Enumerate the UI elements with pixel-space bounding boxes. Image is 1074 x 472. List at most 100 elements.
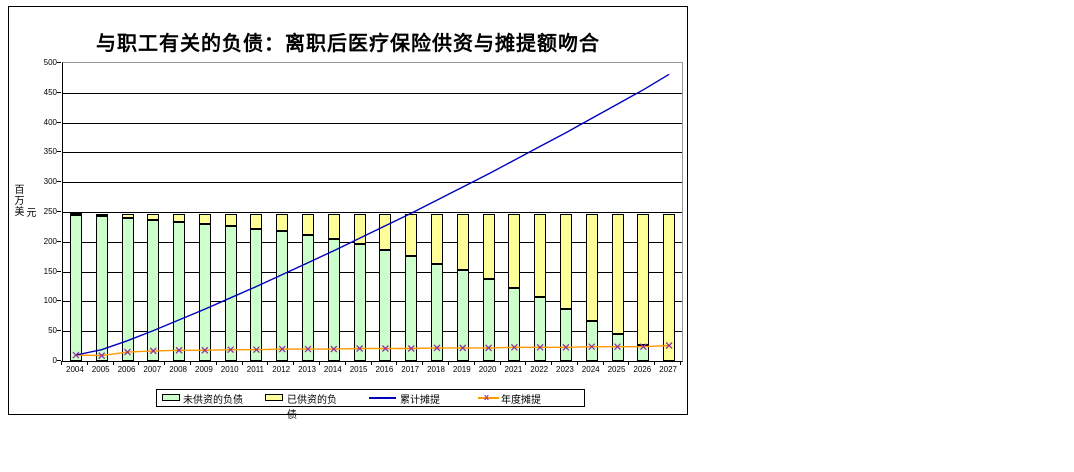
bar-segment-funded <box>379 213 392 251</box>
x-tick-label: 2012 <box>272 365 291 374</box>
x-tick-label: 2023 <box>556 365 574 374</box>
y-tick-label: 400 <box>43 117 57 127</box>
y-tick-label: 100 <box>43 296 57 306</box>
bar-segment-unfunded <box>379 250 392 361</box>
y-tick <box>57 91 61 93</box>
annual-marker-x-icon <box>278 345 286 353</box>
annual-marker-x-icon <box>124 348 131 356</box>
bar-segment-funded <box>534 213 547 298</box>
x-tick-label: 2026 <box>633 365 652 374</box>
legend-line-annual <box>478 397 499 399</box>
gridline <box>63 92 682 94</box>
x-tick <box>422 361 424 365</box>
bar-segment-unfunded <box>327 239 340 361</box>
annual-marker-x-icon <box>149 347 157 355</box>
x-tick-label: 2011 <box>246 365 264 374</box>
bar-segment-funded <box>327 213 340 240</box>
bar-segment-funded <box>302 213 314 236</box>
x-tick-label: 2007 <box>143 365 162 374</box>
bar-segment-unfunded <box>69 215 82 361</box>
bar-segment-funded <box>611 213 624 334</box>
y-tick <box>57 181 61 183</box>
x-tick-label: 2018 <box>427 365 445 374</box>
y-tick-label: 50 <box>48 326 57 336</box>
y-axis-title: 百万美 <box>14 185 25 218</box>
bar-segment-unfunded <box>198 223 211 361</box>
bar-segment-funded <box>250 213 263 229</box>
x-tick <box>370 361 372 365</box>
annual-marker-x-icon <box>98 352 106 360</box>
bar-segment-funded <box>224 213 237 226</box>
y-tick-label: 200 <box>43 236 57 246</box>
y-axis-title-wrap: 元 <box>26 208 37 219</box>
annual-marker-x-icon <box>510 343 518 351</box>
x-tick <box>215 361 217 365</box>
annual-marker-x-icon <box>175 346 183 354</box>
y-tick <box>57 360 61 361</box>
x-tick <box>267 361 269 365</box>
annual-marker-x-icon <box>536 343 544 351</box>
legend-swatch-funded <box>265 394 283 401</box>
bar-segment-unfunded <box>224 225 237 361</box>
annual-marker-x-icon <box>304 345 312 353</box>
annual-marker-x-icon <box>639 343 647 351</box>
x-tick <box>293 361 295 365</box>
x-tick-label: 2020 <box>478 365 497 374</box>
annual-marker-x-icon <box>665 342 673 349</box>
legend-label-funded-wrap: 债 <box>287 410 297 421</box>
x-tick <box>680 361 681 365</box>
gridline <box>63 241 682 243</box>
x-tick <box>447 361 449 365</box>
bar-segment-funded <box>173 213 186 223</box>
x-tick <box>190 361 191 365</box>
bar-segment-funded <box>508 213 521 288</box>
x-tick <box>499 361 501 365</box>
annual-marker-x-icon <box>407 345 415 352</box>
legend-marker-x-icon: x <box>484 392 490 402</box>
legend-label-cumulative: 累计摊提 <box>400 395 440 406</box>
bar-segment-funded <box>198 213 211 224</box>
y-tick <box>57 151 61 153</box>
x-tick-label: 2027 <box>659 365 677 374</box>
x-tick-label: 2005 <box>91 365 110 374</box>
x-tick-label: 2010 <box>220 365 239 374</box>
x-tick <box>654 361 656 365</box>
plot-area <box>62 62 683 362</box>
y-tick-label: 450 <box>43 87 57 97</box>
chart-title: 与职工有关的负债：离职后医疗保险供资与摊提额吻合 <box>96 33 600 55</box>
bar-segment-funded <box>637 213 650 345</box>
bar-segment-unfunded <box>173 222 186 361</box>
chart-frame: 与职工有关的负债：离职后医疗保险供资与摊提额吻合 百万美 元 未供资的负债 已供… <box>8 6 688 421</box>
x-tick <box>473 361 475 365</box>
gridline <box>63 271 682 273</box>
bar-segment-unfunded <box>456 270 469 361</box>
legend: 未供资的负债 已供资的负 债 累计摊提 x 年度摊提 <box>156 389 585 421</box>
x-tick <box>112 361 114 365</box>
bar-segment-unfunded <box>405 256 418 361</box>
x-tick <box>628 361 630 365</box>
x-tick-label: 2014 <box>323 365 342 374</box>
bar-segment-funded <box>121 213 134 218</box>
legend-swatch-unfunded <box>162 394 180 401</box>
annual-marker-x-icon <box>485 344 493 352</box>
x-tick <box>602 361 604 365</box>
gridline <box>63 301 682 303</box>
x-tick <box>61 361 62 365</box>
cumulative-amortization-line <box>75 73 670 356</box>
y-tick <box>57 62 61 63</box>
x-tick <box>164 361 166 365</box>
x-tick-label: 2009 <box>195 365 213 374</box>
y-tick <box>57 330 61 332</box>
annual-marker-x-icon <box>72 351 80 359</box>
bar-segment-unfunded <box>121 218 134 361</box>
bar-segment-funded <box>585 213 598 321</box>
annual-marker-x-icon <box>562 343 570 351</box>
annual-marker-x-icon <box>433 344 441 352</box>
legend-line-cumulative <box>369 397 396 399</box>
annual-marker-x-icon <box>381 345 389 352</box>
gridline <box>63 122 682 124</box>
bar-segment-funded <box>482 213 495 279</box>
y-tick <box>57 211 61 212</box>
x-tick <box>576 361 578 365</box>
